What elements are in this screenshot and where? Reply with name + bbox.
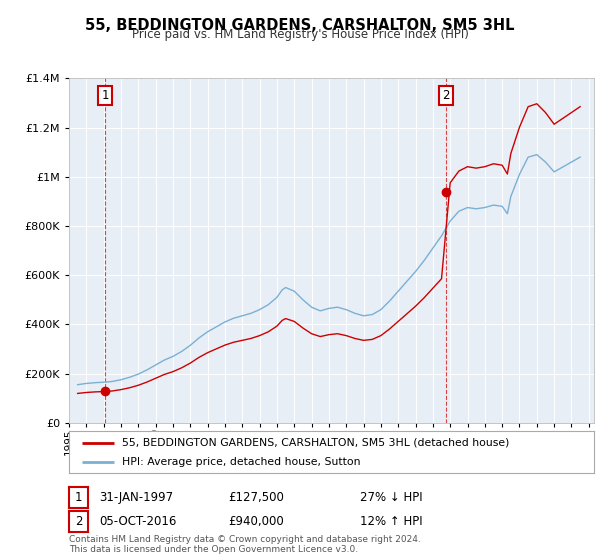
Text: 27% ↓ HPI: 27% ↓ HPI xyxy=(360,491,422,505)
Text: £940,000: £940,000 xyxy=(228,515,284,528)
Text: 55, BEDDINGTON GARDENS, CARSHALTON, SM5 3HL (detached house): 55, BEDDINGTON GARDENS, CARSHALTON, SM5 … xyxy=(121,437,509,447)
Text: 12% ↑ HPI: 12% ↑ HPI xyxy=(360,515,422,528)
Text: 2: 2 xyxy=(75,515,82,528)
Text: Contains HM Land Registry data © Crown copyright and database right 2024.
This d: Contains HM Land Registry data © Crown c… xyxy=(69,535,421,554)
Text: HPI: Average price, detached house, Sutton: HPI: Average price, detached house, Sutt… xyxy=(121,457,360,467)
Text: 1: 1 xyxy=(101,88,109,102)
Text: 05-OCT-2016: 05-OCT-2016 xyxy=(99,515,176,528)
Text: 55, BEDDINGTON GARDENS, CARSHALTON, SM5 3HL: 55, BEDDINGTON GARDENS, CARSHALTON, SM5 … xyxy=(85,18,515,33)
Text: 2: 2 xyxy=(442,88,449,102)
Text: Price paid vs. HM Land Registry's House Price Index (HPI): Price paid vs. HM Land Registry's House … xyxy=(131,28,469,41)
Text: 31-JAN-1997: 31-JAN-1997 xyxy=(99,491,173,505)
Text: £127,500: £127,500 xyxy=(228,491,284,505)
Text: 1: 1 xyxy=(75,491,82,505)
